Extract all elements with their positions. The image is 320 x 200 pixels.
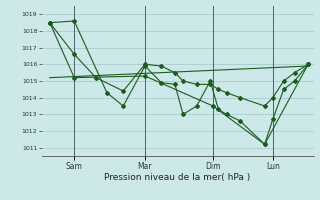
X-axis label: Pression niveau de la mer( hPa ): Pression niveau de la mer( hPa ) <box>104 173 251 182</box>
